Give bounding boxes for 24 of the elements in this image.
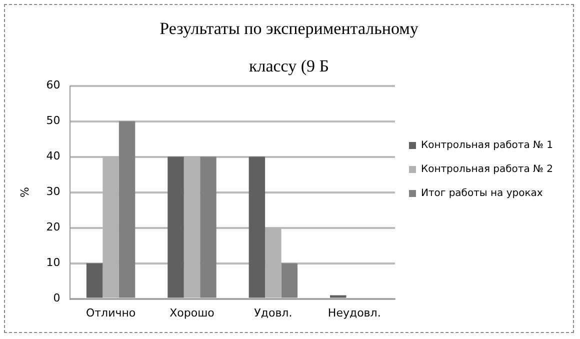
x-tick-label: Хорошо [170, 306, 215, 320]
y-tick-label: 10 [46, 256, 60, 270]
bar [281, 263, 298, 298]
bar [118, 121, 136, 298]
x-tick-label: Отлично [86, 306, 136, 320]
bar [168, 156, 184, 298]
y-tick-label: 20 [46, 220, 60, 234]
bar [200, 156, 216, 298]
bar [86, 263, 103, 298]
y-tick-label: 0 [53, 292, 60, 305]
y-tick-label: 30 [46, 185, 60, 198]
y-tick-label: 60 [46, 78, 60, 92]
legend-label: Контрольная работа № 1 [420, 140, 554, 152]
y-tick-label: 50 [46, 114, 60, 128]
text: Результаты по экспериментальному [160, 19, 418, 38]
legend-label: Контрольная работа № 2 [420, 164, 554, 176]
legend-label: Итог работы на уроках [420, 188, 543, 200]
bar [248, 156, 266, 298]
y-tick-label: 40 [46, 150, 60, 163]
bar [330, 295, 346, 298]
x-tick-label: Удовл. [254, 306, 292, 320]
text: классу (9 Б [248, 56, 330, 76]
x-tick-label: Неудовл. [328, 306, 381, 320]
y-axis-title: % [18, 187, 32, 198]
